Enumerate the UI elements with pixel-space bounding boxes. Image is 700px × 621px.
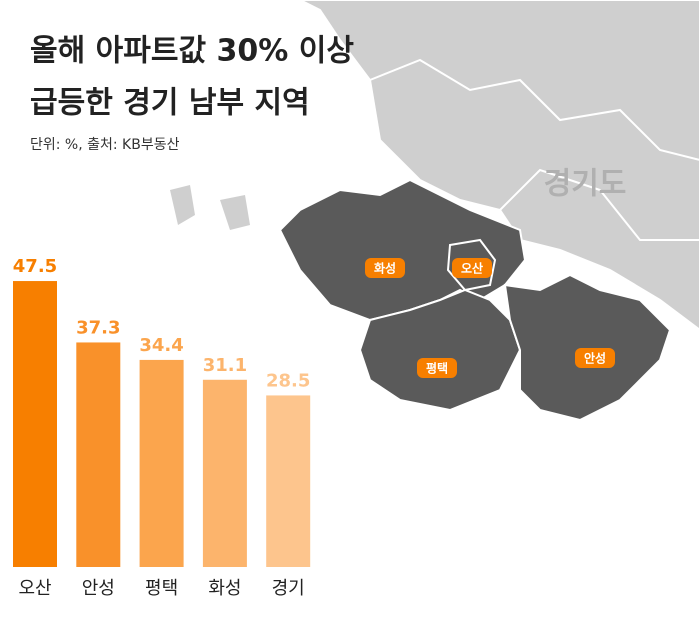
- value-label: 37.3: [76, 317, 120, 338]
- value-label: 28.5: [266, 370, 310, 391]
- bar: [202, 379, 247, 567]
- x-tick-label: 오산: [18, 578, 51, 599]
- map-label: 안성: [584, 351, 606, 366]
- map: [170, 0, 700, 422]
- x-tick-label: 경기: [272, 578, 305, 599]
- x-tick-label: 안성: [82, 578, 115, 599]
- map-label: 경기도: [544, 167, 627, 202]
- map-label: 화성: [374, 261, 396, 276]
- chart-title: 급등한 경기 남부 지역: [30, 86, 310, 121]
- bar: [139, 359, 184, 567]
- x-tick-label: 화성: [208, 578, 241, 599]
- chart-title: 올해 아파트값 30% 이상: [30, 34, 354, 69]
- value-label: 31.1: [203, 355, 247, 376]
- value-label: 34.4: [139, 335, 183, 356]
- bar: [266, 395, 311, 567]
- map-label-pill: [365, 258, 405, 278]
- bar: [76, 342, 121, 567]
- value-label: 47.5: [13, 256, 57, 277]
- map-label: 오산: [461, 261, 483, 276]
- x-tick-label: 평택: [145, 578, 178, 599]
- map-label-pill: [575, 348, 615, 368]
- subtitle: 단위: %, 출처: KB부동산: [30, 137, 180, 153]
- map-label-pill: [417, 358, 457, 378]
- bar: [13, 281, 57, 567]
- map-label-pill: [452, 258, 492, 278]
- map-label: 평택: [426, 361, 448, 376]
